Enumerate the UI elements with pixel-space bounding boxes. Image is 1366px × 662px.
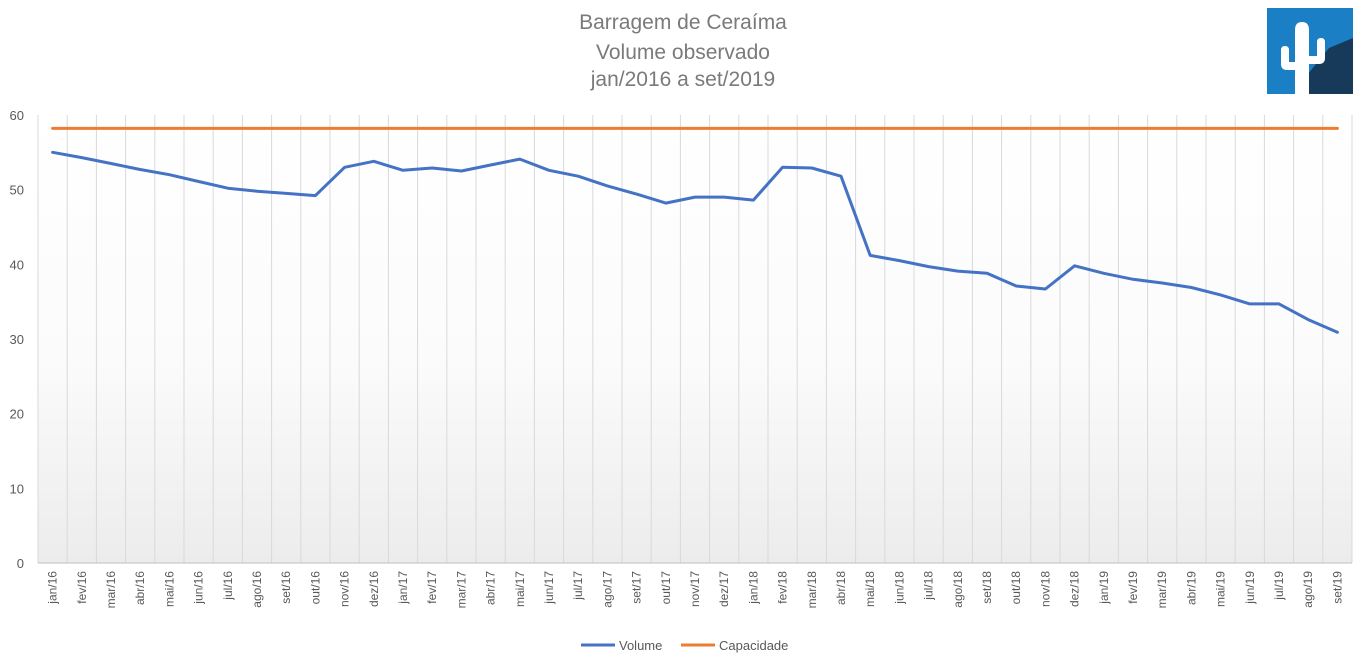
- x-tick-label: out/16: [308, 571, 322, 605]
- x-tick-label: nov/16: [338, 571, 352, 607]
- chart-title: Barragem de Ceraíma: [579, 11, 787, 34]
- y-tick-label: 0: [17, 556, 24, 571]
- x-tick-label: set/17: [630, 571, 644, 604]
- x-tick-label: out/18: [1009, 571, 1023, 605]
- x-tick-label: dez/17: [717, 571, 731, 607]
- x-tick-label: jan/17: [396, 571, 410, 605]
- y-tick-label: 30: [10, 332, 24, 347]
- x-tick-label: jul/17: [571, 571, 585, 601]
- x-tick-label: mai/18: [863, 571, 877, 607]
- x-tick-label: abr/18: [834, 571, 848, 605]
- x-tick-label: mar/16: [104, 571, 118, 609]
- plot-area: [38, 115, 1352, 563]
- legend-label-volume: Volume: [619, 638, 662, 653]
- x-tick-label: mai/16: [162, 571, 176, 607]
- x-tick-label: fev/18: [776, 571, 790, 604]
- x-tick-label: jan/18: [746, 571, 760, 605]
- x-tick-label: jul/16: [221, 571, 235, 601]
- x-tick-label: ago/17: [600, 571, 614, 608]
- y-tick-label: 60: [10, 108, 24, 123]
- x-tick-label: jan/19: [1097, 571, 1111, 605]
- x-tick-label: fev/16: [75, 571, 89, 604]
- legend-label-capacidade: Capacidade: [719, 638, 788, 653]
- x-tick-label: abr/17: [484, 571, 498, 605]
- x-tick-label: jun/16: [192, 571, 206, 605]
- x-tick-label: set/18: [980, 571, 994, 604]
- x-tick-label: jun/18: [892, 571, 906, 605]
- x-tick-label: mar/19: [1155, 571, 1169, 609]
- x-tick-label: fev/19: [1126, 571, 1140, 604]
- x-tick-label: mai/19: [1214, 571, 1228, 607]
- series-line-volume: [51, 150, 1339, 334]
- y-tick-label: 20: [10, 407, 24, 422]
- x-tick-label: set/16: [279, 571, 293, 604]
- x-tick-label: jun/17: [542, 571, 556, 605]
- x-tick-label: out/17: [659, 571, 673, 605]
- y-tick-label: 10: [10, 481, 24, 496]
- x-tick-label: ago/19: [1301, 571, 1315, 608]
- cactus-icon: [1267, 8, 1353, 94]
- chart-subtitle-1: Volume observado: [596, 41, 770, 64]
- x-tick-label: abr/16: [133, 571, 147, 605]
- x-tick-label: jun/19: [1243, 571, 1257, 605]
- y-tick-label: 50: [10, 183, 24, 198]
- x-tick-label: jul/19: [1272, 571, 1286, 601]
- x-tick-label: ago/16: [250, 571, 264, 608]
- x-tick-label: jul/18: [922, 571, 936, 601]
- x-tick-label: dez/18: [1068, 571, 1082, 607]
- x-tick-label: ago/18: [951, 571, 965, 608]
- chart-subtitle-2: jan/2016 a set/2019: [590, 68, 776, 91]
- x-tick-label: set/19: [1330, 571, 1344, 604]
- x-tick-label: nov/17: [688, 571, 702, 607]
- x-tick-label: abr/19: [1184, 571, 1198, 605]
- x-tick-label: fev/17: [425, 571, 439, 604]
- x-tick-label: mar/17: [454, 571, 468, 609]
- y-tick-label: 40: [10, 257, 24, 272]
- x-tick-label: jan/16: [46, 571, 60, 605]
- cactus-logo: [1267, 8, 1353, 94]
- x-tick-label: dez/16: [367, 571, 381, 607]
- x-tick-label: nov/18: [1038, 571, 1052, 607]
- x-tick-label: mar/18: [805, 571, 819, 609]
- x-tick-label: mai/17: [513, 571, 527, 607]
